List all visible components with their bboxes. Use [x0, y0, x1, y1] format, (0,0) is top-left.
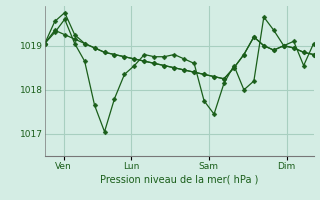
X-axis label: Pression niveau de la mer( hPa ): Pression niveau de la mer( hPa ): [100, 175, 258, 185]
